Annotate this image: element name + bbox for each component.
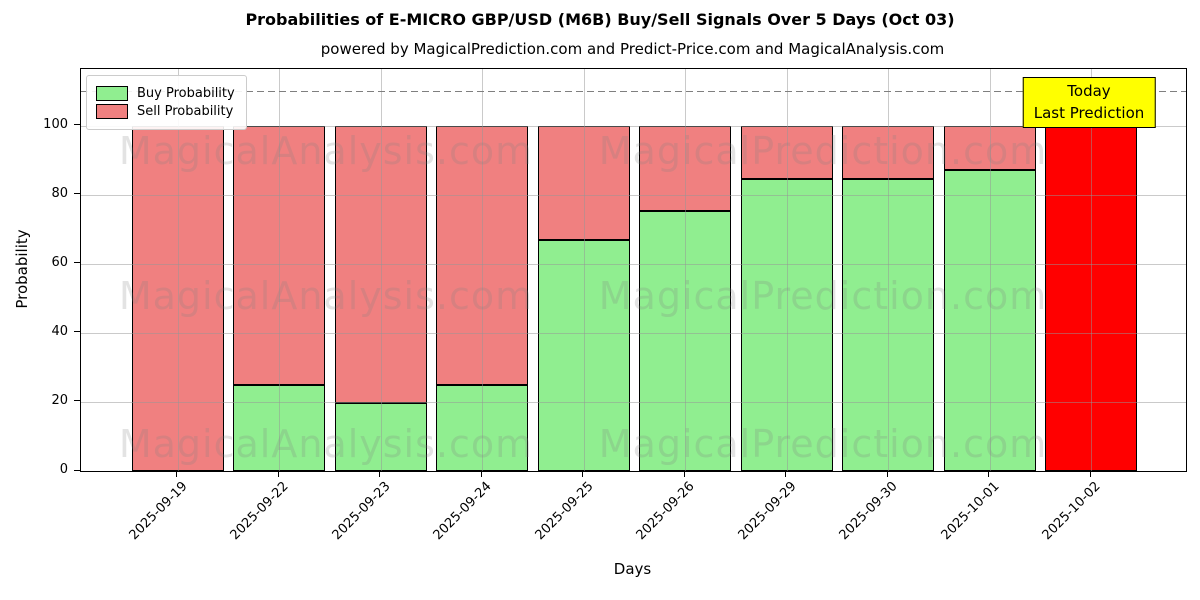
gridline-v	[1091, 69, 1093, 471]
x-tick	[683, 471, 685, 477]
gridline-v	[989, 69, 991, 471]
gridline-v	[279, 69, 281, 471]
gridline-h	[81, 401, 1186, 403]
watermark-text: MagicalPrediction.com	[598, 274, 1048, 318]
y-tick-label: 100	[43, 116, 68, 132]
x-tick-label: 2025-09-23	[329, 479, 394, 544]
gridline-v	[482, 69, 484, 471]
watermark-text: MagicalAnalysis.com	[118, 129, 534, 173]
gridline-v	[685, 69, 687, 471]
watermark-text: MagicalAnalysis.com	[118, 422, 534, 466]
y-tick	[74, 193, 80, 195]
chart-subtitle: powered by MagicalPrediction.com and Pre…	[320, 40, 945, 58]
chart-title: Probabilities of E-MICRO GBP/USD (M6B) B…	[245, 10, 955, 29]
gridline-v	[786, 69, 788, 471]
legend-label-buy: Buy Probability	[137, 86, 235, 101]
gridline-h	[81, 194, 1186, 196]
x-axis-label: Days	[613, 560, 652, 578]
x-tick	[277, 471, 279, 477]
x-tick	[176, 471, 178, 477]
watermark-text: MagicalPrediction.com	[598, 422, 1048, 466]
gridline-h	[81, 332, 1186, 334]
gridline-v	[888, 69, 890, 471]
x-tick-label: 2025-09-24	[430, 479, 495, 544]
x-tick-label: 2025-10-02	[1039, 479, 1104, 544]
x-tick	[379, 471, 381, 477]
y-tick	[74, 469, 80, 471]
plot-area: MagicalAnalysis.com MagicalPrediction.com…	[80, 68, 1187, 472]
annotation-line-1: Today	[1067, 82, 1111, 100]
x-tick	[582, 471, 584, 477]
legend: Buy Probability Sell Probability	[86, 75, 247, 130]
gridline-v	[583, 69, 585, 471]
x-tick	[785, 471, 787, 477]
y-tick-label: 60	[51, 254, 68, 270]
grid-layer	[81, 69, 1186, 471]
y-tick-label: 80	[51, 185, 68, 201]
annotation-line-2: Last Prediction	[1033, 104, 1145, 122]
y-tick	[74, 124, 80, 126]
legend-item-buy: Buy Probability	[96, 86, 235, 101]
x-tick-label: 2025-09-30	[836, 479, 901, 544]
watermark-layer: MagicalAnalysis.com MagicalPrediction.com…	[81, 69, 1186, 471]
y-tick-label: 40	[51, 323, 68, 339]
gridline-v	[380, 69, 382, 471]
legend-item-sell: Sell Probability	[96, 104, 235, 119]
y-tick	[74, 262, 80, 264]
x-tick-label: 2025-09-19	[126, 479, 191, 544]
y-tick	[74, 331, 80, 333]
gridline-h	[81, 263, 1186, 265]
legend-label-sell: Sell Probability	[137, 104, 234, 119]
legend-swatch-buy-icon	[96, 86, 128, 101]
x-tick	[886, 471, 888, 477]
x-tick-label: 2025-09-25	[532, 479, 597, 544]
y-tick	[74, 400, 80, 402]
watermark-text: MagicalPrediction.com	[598, 129, 1048, 173]
y-tick-label: 20	[51, 392, 68, 408]
gridline-v	[177, 69, 179, 471]
x-tick	[480, 471, 482, 477]
x-tick	[1089, 471, 1091, 477]
dashed-threshold-line	[81, 91, 1186, 93]
x-tick-label: 2025-10-01	[938, 479, 1003, 544]
gridline-h	[81, 125, 1186, 127]
today-annotation: Today Last Prediction	[1022, 77, 1156, 128]
y-tick-label: 0	[59, 462, 68, 477]
watermark-text: MagicalAnalysis.com	[118, 274, 534, 318]
x-tick-label: 2025-09-29	[735, 479, 800, 544]
x-tick-label: 2025-09-22	[227, 479, 292, 544]
x-tick-label: 2025-09-26	[633, 479, 698, 544]
legend-swatch-sell-icon	[96, 104, 128, 119]
x-tick	[988, 471, 990, 477]
